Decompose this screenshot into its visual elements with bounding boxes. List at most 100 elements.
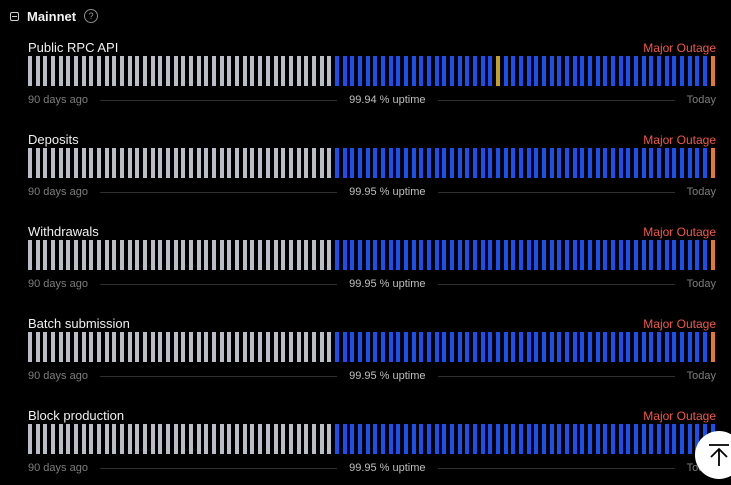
uptime-bar-no-data[interactable] [327,148,332,178]
uptime-bar-operational[interactable] [388,148,393,178]
uptime-bar-no-data[interactable] [51,424,56,454]
uptime-bar-operational[interactable] [465,56,470,86]
uptime-bar-no-data[interactable] [97,240,102,270]
uptime-bar-no-data[interactable] [265,56,270,86]
uptime-bar-operational[interactable] [572,148,577,178]
uptime-bar-operational[interactable] [618,332,623,362]
uptime-bar-operational[interactable] [664,148,669,178]
uptime-bar-operational[interactable] [626,56,631,86]
uptime-bar-operational[interactable] [603,424,608,454]
uptime-bar-operational[interactable] [549,424,554,454]
collapse-icon[interactable] [10,11,19,21]
uptime-bar-operational[interactable] [519,332,523,362]
uptime-bar-operational[interactable] [672,56,677,86]
uptime-bar-operational[interactable] [687,56,692,86]
uptime-bar-operational[interactable] [618,56,623,86]
uptime-bar-operational[interactable] [657,56,662,86]
uptime-bar-operational[interactable] [519,56,523,86]
uptime-bar-operational[interactable] [334,332,339,362]
uptime-bar-operational[interactable] [695,332,700,362]
uptime-bar-no-data[interactable] [204,424,209,454]
uptime-bar-no-data[interactable] [273,424,278,454]
uptime-bar-no-data[interactable] [89,240,94,270]
uptime-bar-operational[interactable] [472,240,477,270]
uptime-bar-no-data[interactable] [74,240,79,270]
uptime-bar-operational[interactable] [350,56,355,86]
uptime-bar-no-data[interactable] [227,240,232,270]
uptime-bar-no-data[interactable] [273,148,278,178]
uptime-bar-operational[interactable] [542,332,547,362]
uptime-bar-operational[interactable] [657,240,662,270]
uptime-bar-no-data[interactable] [219,56,224,86]
uptime-bar-no-data[interactable] [97,424,102,454]
uptime-bar-no-data[interactable] [28,332,32,362]
uptime-bar-no-data[interactable] [127,148,132,178]
uptime-bar-no-data[interactable] [181,240,186,270]
uptime-bar-operational[interactable] [657,332,662,362]
uptime-bar-operational[interactable] [634,332,639,362]
uptime-bar-operational[interactable] [672,240,677,270]
uptime-bar-operational[interactable] [588,56,593,86]
section-header[interactable]: Mainnet ? [10,6,99,26]
uptime-bar-no-data[interactable] [242,148,247,178]
uptime-bar-no-data[interactable] [189,332,194,362]
uptime-bar-no-data[interactable] [28,424,32,454]
uptime-bar-operational[interactable] [465,332,470,362]
uptime-bar-operational[interactable] [434,332,439,362]
uptime-bar-no-data[interactable] [265,240,270,270]
uptime-bar-no-data[interactable] [327,56,332,86]
uptime-bar-no-data[interactable] [74,424,79,454]
uptime-bar-operational[interactable] [480,56,485,86]
uptime-bar-operational[interactable] [565,332,570,362]
uptime-bar-no-data[interactable] [212,148,217,178]
uptime-bar-no-data[interactable] [250,424,255,454]
uptime-bar-operational[interactable] [495,424,500,454]
uptime-bar-no-data[interactable] [311,424,316,454]
uptime-bar-operational[interactable] [695,148,700,178]
uptime-bar-operational[interactable] [396,332,401,362]
uptime-bar-no-data[interactable] [235,332,240,362]
uptime-bar-operational[interactable] [634,56,639,86]
uptime-bar-operational[interactable] [350,148,355,178]
uptime-bar-no-data[interactable] [258,424,263,454]
uptime-bar-no-data[interactable] [97,56,102,86]
uptime-bar-operational[interactable] [549,56,554,86]
uptime-bar-operational[interactable] [580,148,585,178]
uptime-bar-operational[interactable] [557,148,562,178]
uptime-bar-operational[interactable] [634,240,639,270]
uptime-bar-no-data[interactable] [166,240,171,270]
uptime-bar-operational[interactable] [588,148,593,178]
uptime-bar-no-data[interactable] [81,332,86,362]
uptime-bar-no-data[interactable] [296,332,301,362]
uptime-bar-operational[interactable] [580,424,585,454]
uptime-bar-no-data[interactable] [51,332,56,362]
uptime-bar-operational[interactable] [503,240,508,270]
uptime-bar-operational[interactable] [411,332,416,362]
uptime-bar-operational[interactable] [664,424,669,454]
uptime-bar-operational[interactable] [480,148,485,178]
uptime-bar-no-data[interactable] [35,424,40,454]
uptime-bar-operational[interactable] [557,332,562,362]
uptime-bar-operational[interactable] [488,148,493,178]
uptime-bar-operational[interactable] [426,240,431,270]
uptime-bar-operational[interactable] [373,148,378,178]
uptime-bar-operational[interactable] [664,332,669,362]
uptime-bar-operational[interactable] [511,240,516,270]
uptime-bar-no-data[interactable] [258,240,263,270]
uptime-bar-operational[interactable] [357,56,362,86]
uptime-bar-no-data[interactable] [304,148,309,178]
uptime-bar-no-data[interactable] [173,148,178,178]
uptime-bar-operational[interactable] [373,332,378,362]
uptime-bar-operational[interactable] [373,424,378,454]
uptime-bar-operational[interactable] [396,240,401,270]
uptime-bar-no-data[interactable] [112,332,117,362]
uptime-bar-operational[interactable] [572,332,577,362]
uptime-bar-major-outage[interactable] [710,240,715,270]
uptime-bar-operational[interactable] [611,240,616,270]
uptime-bar-no-data[interactable] [166,424,171,454]
uptime-bar-no-data[interactable] [235,56,240,86]
uptime-bar-operational[interactable] [334,424,339,454]
uptime-bar-operational[interactable] [350,240,355,270]
uptime-bar-no-data[interactable] [166,332,171,362]
uptime-bar-operational[interactable] [580,332,585,362]
